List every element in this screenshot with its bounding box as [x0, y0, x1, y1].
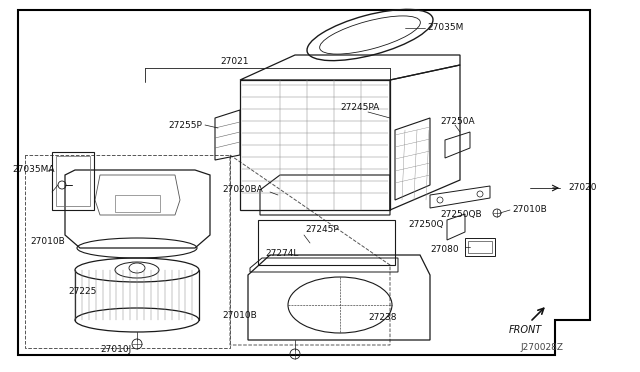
Text: J270028Z: J270028Z	[520, 343, 563, 353]
Bar	[56, 156, 90, 206]
Text: 27255P: 27255P	[168, 121, 202, 129]
Text: 27250A: 27250A	[440, 118, 475, 126]
Text: 27021: 27021	[220, 58, 248, 67]
Text: 27035MA: 27035MA	[12, 166, 54, 174]
Text: 27250QB: 27250QB	[440, 209, 482, 218]
Text: 27080: 27080	[430, 246, 459, 254]
Text: 27010J: 27010J	[100, 346, 131, 355]
Text: 27245P: 27245P	[305, 225, 339, 234]
Bar	[52, 152, 94, 210]
Text: 27250Q: 27250Q	[408, 221, 444, 230]
Text: 27238: 27238	[368, 314, 397, 323]
Text: 27274L: 27274L	[265, 248, 298, 257]
Text: 27010B: 27010B	[222, 311, 257, 321]
Text: 27020: 27020	[568, 183, 596, 192]
Text: FRONT: FRONT	[508, 325, 541, 335]
Bar	[465, 238, 495, 256]
Bar	[468, 241, 492, 253]
Text: 27020BA: 27020BA	[222, 186, 263, 195]
Text: 27245PA: 27245PA	[340, 103, 380, 112]
Text: 27010B: 27010B	[30, 237, 65, 247]
Text: 27010B: 27010B	[512, 205, 547, 215]
Text: 27035M: 27035M	[427, 23, 463, 32]
Text: 27225: 27225	[68, 288, 97, 296]
